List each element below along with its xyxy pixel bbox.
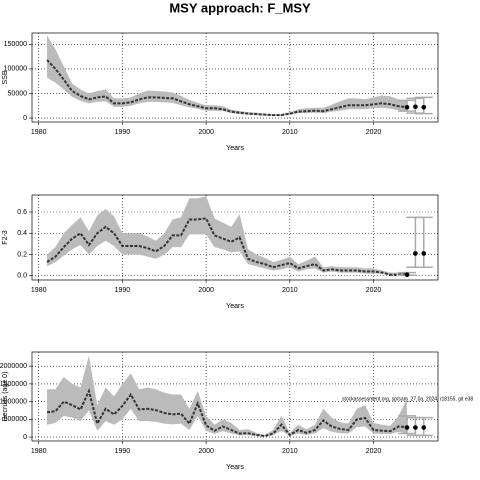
y-tick-label: 1500000 [0, 381, 27, 388]
y-tick-label: 0.0 [17, 273, 27, 280]
x-tick-label: 2000 [198, 129, 214, 136]
forecast-point [404, 272, 410, 277]
y-tick-label: 2000000 [0, 363, 27, 370]
x-tick-label: 2020 [366, 129, 382, 136]
plot-frame [31, 351, 439, 442]
x-tick-label: 2010 [282, 129, 298, 136]
x-tick-label: 2020 [366, 287, 382, 294]
x-tick-label: 1990 [115, 448, 131, 455]
forecast-point [421, 251, 427, 256]
x-tick-label: 1990 [115, 129, 131, 136]
y-tick-label: 0.4 [17, 230, 27, 237]
x-tick-label: 1980 [31, 448, 47, 455]
plot-frame [31, 32, 439, 123]
y-axis-label: Recruits (age 0) [2, 372, 9, 422]
y-tick-label: 500000 [4, 416, 27, 423]
x-tick-label: 2010 [282, 287, 298, 294]
forecast-point [413, 425, 418, 430]
x-axis-label: Years [226, 303, 244, 310]
confidence-band [47, 196, 408, 276]
x-tick-label: 1980 [31, 129, 47, 136]
confidence-band [47, 35, 408, 116]
annotation: stockassessment.org, sp/sam_27.0a, 2024,… [342, 396, 473, 402]
confidence-band [47, 355, 408, 437]
y-axis-label: F2-3 [2, 230, 9, 245]
forecast-point [413, 104, 418, 110]
y-tick-label: 0.2 [17, 251, 27, 258]
estimate-line [46, 59, 408, 117]
x-tick-label: 2000 [198, 287, 214, 294]
x-tick-label: 2000 [198, 448, 214, 455]
forecast-point [404, 425, 410, 430]
forecast-point [404, 104, 410, 110]
y-tick-label: 150000 [4, 41, 27, 48]
y-tick-label: 1000000 [0, 398, 27, 405]
y-tick-label: 0.6 [17, 209, 27, 216]
y-tick-label: 50000 [8, 90, 28, 97]
x-tick-label: 2020 [366, 448, 382, 455]
y-tick-label: 100000 [4, 66, 27, 73]
forecast-point [421, 104, 427, 110]
y-tick-label: 0 [23, 115, 27, 122]
forecast-point [413, 251, 418, 256]
y-axis-label: SSB [2, 70, 9, 84]
x-tick-label: 1990 [115, 287, 131, 294]
forecast-point [421, 425, 427, 430]
chart-title: MSY approach: F_MSY [169, 0, 311, 15]
estimate-line [46, 217, 408, 276]
x-axis-label: Years [226, 464, 244, 471]
y-tick-label: 0 [23, 434, 27, 441]
x-tick-label: 1980 [31, 287, 47, 294]
plot-frame [31, 194, 439, 281]
x-axis-label: Years [226, 145, 244, 152]
x-tick-label: 2010 [282, 448, 298, 455]
estimate-line [46, 388, 408, 438]
